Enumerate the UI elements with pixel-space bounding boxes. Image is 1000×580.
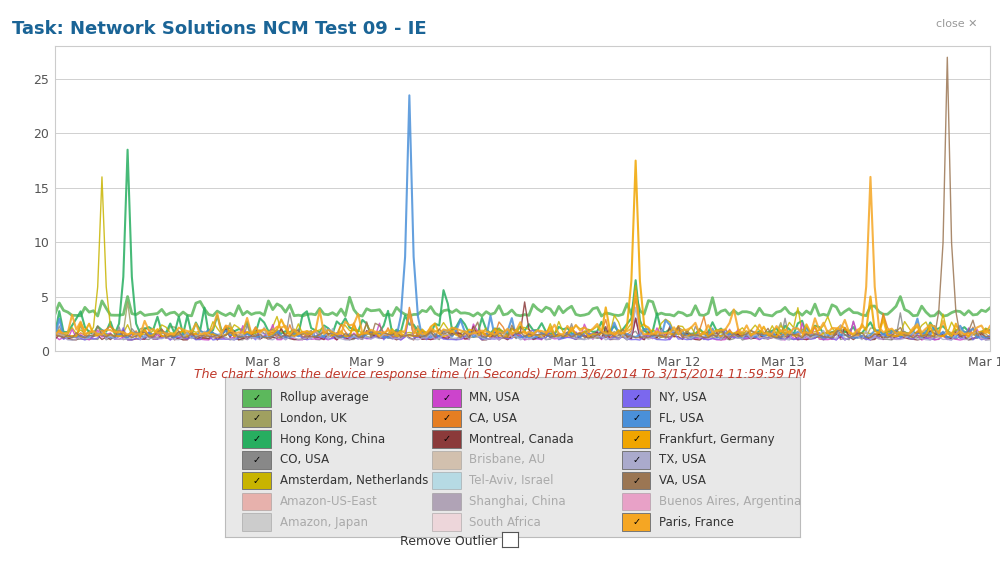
Text: TX, USA: TX, USA (659, 454, 706, 466)
FancyBboxPatch shape (432, 389, 461, 407)
Text: Task: Network Solutions NCM Test 09 - IE: Task: Network Solutions NCM Test 09 - IE (12, 20, 427, 38)
Text: Brisbane, AU: Brisbane, AU (469, 454, 546, 466)
Text: NY, USA: NY, USA (659, 392, 707, 404)
Text: ✓: ✓ (632, 517, 640, 527)
Text: CA, USA: CA, USA (469, 412, 517, 425)
FancyBboxPatch shape (622, 409, 650, 427)
FancyBboxPatch shape (622, 389, 650, 407)
Text: ✓: ✓ (253, 434, 261, 444)
FancyBboxPatch shape (242, 430, 271, 448)
FancyBboxPatch shape (432, 409, 461, 427)
Text: ✓: ✓ (253, 393, 261, 403)
Text: ✓: ✓ (632, 476, 640, 485)
Text: ✓: ✓ (442, 414, 450, 423)
FancyBboxPatch shape (432, 430, 461, 448)
Text: Frankfurt, Germany: Frankfurt, Germany (659, 433, 775, 445)
FancyBboxPatch shape (622, 472, 650, 490)
FancyBboxPatch shape (242, 409, 271, 427)
FancyBboxPatch shape (432, 472, 461, 490)
FancyBboxPatch shape (432, 492, 461, 510)
FancyBboxPatch shape (432, 451, 461, 469)
Text: ✓: ✓ (253, 455, 261, 465)
FancyBboxPatch shape (242, 389, 271, 407)
Text: South Africa: South Africa (469, 516, 541, 528)
Text: close ✕: close ✕ (936, 19, 978, 28)
Text: ✓: ✓ (632, 455, 640, 465)
Text: ✓: ✓ (253, 476, 261, 485)
Text: ✓: ✓ (632, 414, 640, 423)
Text: Amazon, Japan: Amazon, Japan (280, 516, 368, 528)
Text: The chart shows the device response time (in Seconds) From 3/6/2014 To 3/15/2014: The chart shows the device response time… (194, 368, 806, 381)
Text: Shanghai, China: Shanghai, China (469, 495, 566, 508)
Text: Hong Kong, China: Hong Kong, China (280, 433, 385, 445)
Text: Buenos Aires, Argentina: Buenos Aires, Argentina (659, 495, 801, 508)
FancyBboxPatch shape (432, 513, 461, 531)
Text: Amsterdam, Netherlands: Amsterdam, Netherlands (280, 474, 428, 487)
Text: Rollup average: Rollup average (280, 392, 368, 404)
Text: ✓: ✓ (442, 434, 450, 444)
FancyBboxPatch shape (622, 513, 650, 531)
FancyBboxPatch shape (242, 451, 271, 469)
FancyBboxPatch shape (622, 492, 650, 510)
FancyBboxPatch shape (242, 513, 271, 531)
Text: Paris, France: Paris, France (659, 516, 734, 528)
Text: Montreal, Canada: Montreal, Canada (469, 433, 574, 445)
Text: VA, USA: VA, USA (659, 474, 706, 487)
Text: ✓: ✓ (632, 393, 640, 403)
FancyBboxPatch shape (622, 430, 650, 448)
Text: ✓: ✓ (632, 434, 640, 444)
Text: Amazon-US-East: Amazon-US-East (280, 495, 377, 508)
FancyBboxPatch shape (622, 451, 650, 469)
Text: CO, USA: CO, USA (280, 454, 329, 466)
Text: ✓: ✓ (442, 393, 450, 403)
Text: Remove Outlier: Remove Outlier (400, 535, 497, 548)
Text: FL, USA: FL, USA (659, 412, 704, 425)
Text: Tel-Aviv, Israel: Tel-Aviv, Israel (469, 474, 554, 487)
FancyBboxPatch shape (242, 472, 271, 490)
Text: MN, USA: MN, USA (469, 392, 520, 404)
Text: London, UK: London, UK (280, 412, 346, 425)
Text: ✓: ✓ (253, 414, 261, 423)
FancyBboxPatch shape (242, 492, 271, 510)
